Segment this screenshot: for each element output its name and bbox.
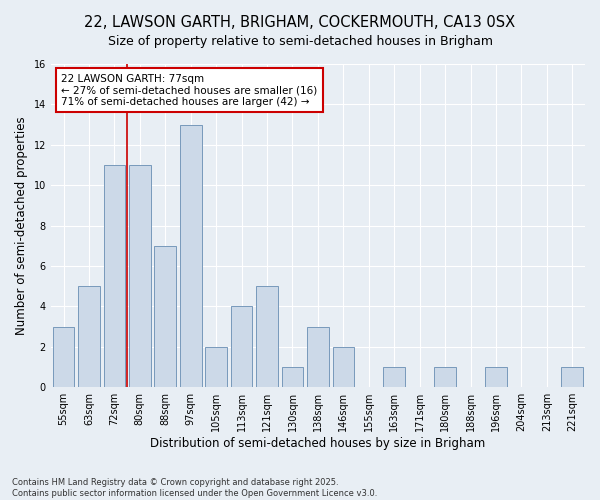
Bar xyxy=(281,367,303,387)
Y-axis label: Number of semi-detached properties: Number of semi-detached properties xyxy=(15,116,28,335)
Bar xyxy=(383,367,405,387)
Text: Size of property relative to semi-detached houses in Brigham: Size of property relative to semi-detach… xyxy=(107,35,493,48)
Bar xyxy=(154,246,176,387)
Bar xyxy=(562,367,583,387)
Text: 22 LAWSON GARTH: 77sqm
← 27% of semi-detached houses are smaller (16)
71% of sem: 22 LAWSON GARTH: 77sqm ← 27% of semi-det… xyxy=(61,74,318,107)
Bar xyxy=(485,367,507,387)
Bar xyxy=(434,367,456,387)
Bar xyxy=(180,124,202,387)
Text: 22, LAWSON GARTH, BRIGHAM, COCKERMOUTH, CA13 0SX: 22, LAWSON GARTH, BRIGHAM, COCKERMOUTH, … xyxy=(85,15,515,30)
Bar xyxy=(256,286,278,387)
Bar xyxy=(332,347,354,387)
Bar xyxy=(104,165,125,387)
Bar xyxy=(129,165,151,387)
Text: Contains HM Land Registry data © Crown copyright and database right 2025.
Contai: Contains HM Land Registry data © Crown c… xyxy=(12,478,377,498)
X-axis label: Distribution of semi-detached houses by size in Brigham: Distribution of semi-detached houses by … xyxy=(150,437,485,450)
Bar xyxy=(53,326,74,387)
Bar xyxy=(307,326,329,387)
Bar xyxy=(231,306,253,387)
Bar xyxy=(205,347,227,387)
Bar xyxy=(78,286,100,387)
